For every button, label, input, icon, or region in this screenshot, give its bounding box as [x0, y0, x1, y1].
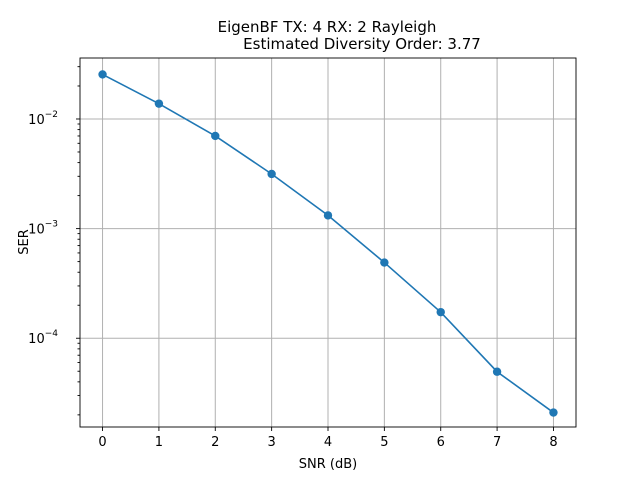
y-axis-label: SER — [17, 229, 32, 255]
x-tick-label: 2 — [211, 435, 219, 450]
data-point — [380, 258, 389, 267]
x-tick-label: 0 — [98, 435, 106, 450]
data-point — [549, 408, 558, 417]
data-point — [323, 211, 333, 220]
x-tick-label: 8 — [549, 435, 557, 450]
series-layer — [98, 70, 558, 417]
data-point — [211, 131, 220, 141]
data-point — [267, 169, 276, 179]
x-tick-label: 6 — [437, 435, 445, 450]
grid-layer — [80, 58, 576, 427]
data-point — [98, 70, 107, 79]
x-tick-label: 1 — [155, 435, 163, 450]
x-tick-label: 4 — [324, 435, 332, 450]
x-tick-label: 5 — [380, 435, 388, 450]
chart-title-line-1: EigenBF TX: 4 RX: 2 Rayleigh — [218, 18, 437, 36]
x-tick-label: 7 — [493, 435, 501, 450]
x-tick-label: 3 — [267, 435, 275, 450]
chart-title-line-2: Estimated Diversity Order: 3.77 — [243, 35, 481, 53]
data-point — [154, 99, 164, 108]
data-point — [436, 307, 445, 317]
data-point — [492, 367, 502, 376]
x-axis-label: SNR (dB) — [299, 457, 357, 472]
